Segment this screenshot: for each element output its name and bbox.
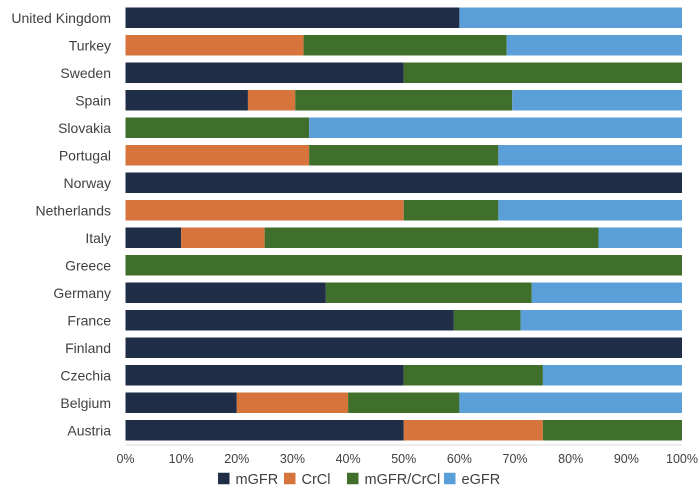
category-label-turkey: Turkey — [69, 37, 111, 53]
bar-italy-mgfr — [126, 228, 182, 249]
category-label-finland: Finland — [65, 340, 111, 356]
x-tick-label-4: 40% — [336, 452, 361, 466]
legend-label-mgfr: mGFR — [236, 472, 279, 488]
bar-france-egfr — [521, 310, 682, 331]
bar-italy-egfr — [599, 228, 682, 249]
bar-sweden-mgfr — [126, 63, 404, 84]
x-axis-ticks: 0% 10% 20% 30% 40% 50% 60% 70% 80% 90% 100% — [116, 452, 698, 466]
category-label-austria: Austria — [67, 422, 111, 438]
bar-spain-egfr — [512, 90, 682, 111]
category-label-norway: Norway — [64, 175, 111, 191]
bar-netherlands-crcl — [126, 200, 404, 221]
legend-label-mgfr-crcl: mGFR/CrCl — [365, 472, 441, 488]
bar-finland-mgfr — [126, 338, 683, 359]
bars-group — [126, 8, 683, 441]
bar-belgium-mgfr-crcl — [348, 393, 459, 414]
legend-swatch-mgfr — [218, 473, 230, 485]
legend-label-egfr: eGFR — [462, 472, 501, 488]
bar-italy-crcl — [181, 228, 264, 249]
category-label-sweden: Sweden — [60, 65, 111, 81]
category-label-germany: Germany — [53, 285, 111, 301]
x-tick-label-2: 20% — [224, 452, 249, 466]
category-label-italy: Italy — [85, 230, 111, 246]
bar-austria-mgfr — [126, 420, 404, 441]
stacked-bar-chart: United Kingdom Turkey Sweden Spain Slovakia P… — [0, 0, 700, 496]
legend-swatch-egfr — [444, 473, 456, 485]
bar-spain-crcl — [248, 90, 295, 111]
bar-italy-mgfr-crcl — [265, 228, 599, 249]
bar-norway-mgfr — [126, 173, 683, 194]
x-tick-label-5: 50% — [391, 452, 416, 466]
legend-label-crcl: CrCl — [302, 472, 331, 488]
bar-portugal-mgfr-crcl — [309, 145, 498, 166]
x-tick-label-3: 30% — [280, 452, 305, 466]
bar-austria-mgfr-crcl — [543, 420, 682, 441]
x-tick-label-6: 60% — [447, 452, 472, 466]
bar-belgium-mgfr — [126, 393, 237, 414]
bar-germany-mgfr-crcl — [326, 283, 532, 304]
bar-belgium-egfr — [459, 393, 682, 414]
x-tick-label-9: 90% — [614, 452, 639, 466]
bar-spain-mgfr-crcl — [295, 90, 512, 111]
x-tick-label-0: 0% — [116, 452, 134, 466]
bar-belgium-crcl — [237, 393, 348, 414]
category-label-portugal: Portugal — [59, 147, 111, 163]
category-label-france: France — [67, 312, 111, 328]
bar-france-mgfr — [126, 310, 454, 331]
bar-austria-crcl — [404, 420, 543, 441]
bar-czechia-mgfr-crcl — [404, 365, 543, 386]
bar-slovakia-mgfr-crcl — [126, 118, 310, 139]
category-label-belgium: Belgium — [60, 395, 111, 411]
x-tick-label-8: 80% — [558, 452, 583, 466]
bar-france-mgfr-crcl — [454, 310, 521, 331]
category-labels: United Kingdom Turkey Sweden Spain Slovakia P… — [11, 10, 111, 439]
x-tick-label-7: 70% — [503, 452, 528, 466]
bar-germany-mgfr — [126, 283, 326, 304]
category-label-spain: Spain — [75, 92, 111, 108]
bar-turkey-crcl — [126, 35, 304, 56]
bar-united-kingdom-mgfr — [126, 8, 460, 29]
category-label-united-kingdom: United Kingdom — [11, 10, 111, 26]
legend: mGFR CrCl mGFR/CrCl eGFR — [218, 472, 500, 488]
bar-czechia-egfr — [543, 365, 682, 386]
bar-germany-egfr — [532, 283, 682, 304]
bar-netherlands-mgfr-crcl — [404, 200, 499, 221]
category-label-czechia: Czechia — [60, 367, 111, 383]
category-label-netherlands: Netherlands — [36, 202, 112, 218]
bar-portugal-crcl — [126, 145, 310, 166]
bar-portugal-egfr — [498, 145, 682, 166]
bar-czechia-mgfr — [126, 365, 404, 386]
bar-spain-mgfr — [126, 90, 248, 111]
x-tick-label-1: 10% — [169, 452, 194, 466]
legend-swatch-mgfr-crcl — [347, 473, 359, 485]
bar-slovakia-egfr — [309, 118, 682, 139]
bar-sweden-mgfr-crcl — [404, 63, 682, 84]
category-label-greece: Greece — [65, 257, 111, 273]
legend-swatch-crcl — [284, 473, 296, 485]
bar-united-kingdom-egfr — [459, 8, 682, 29]
bar-netherlands-egfr — [498, 200, 682, 221]
bar-greece-mgfr-crcl — [126, 255, 683, 276]
bar-turkey-mgfr-crcl — [304, 35, 507, 56]
bar-turkey-egfr — [507, 35, 682, 56]
x-tick-label-10: 100% — [666, 452, 698, 466]
category-label-slovakia: Slovakia — [58, 120, 111, 136]
